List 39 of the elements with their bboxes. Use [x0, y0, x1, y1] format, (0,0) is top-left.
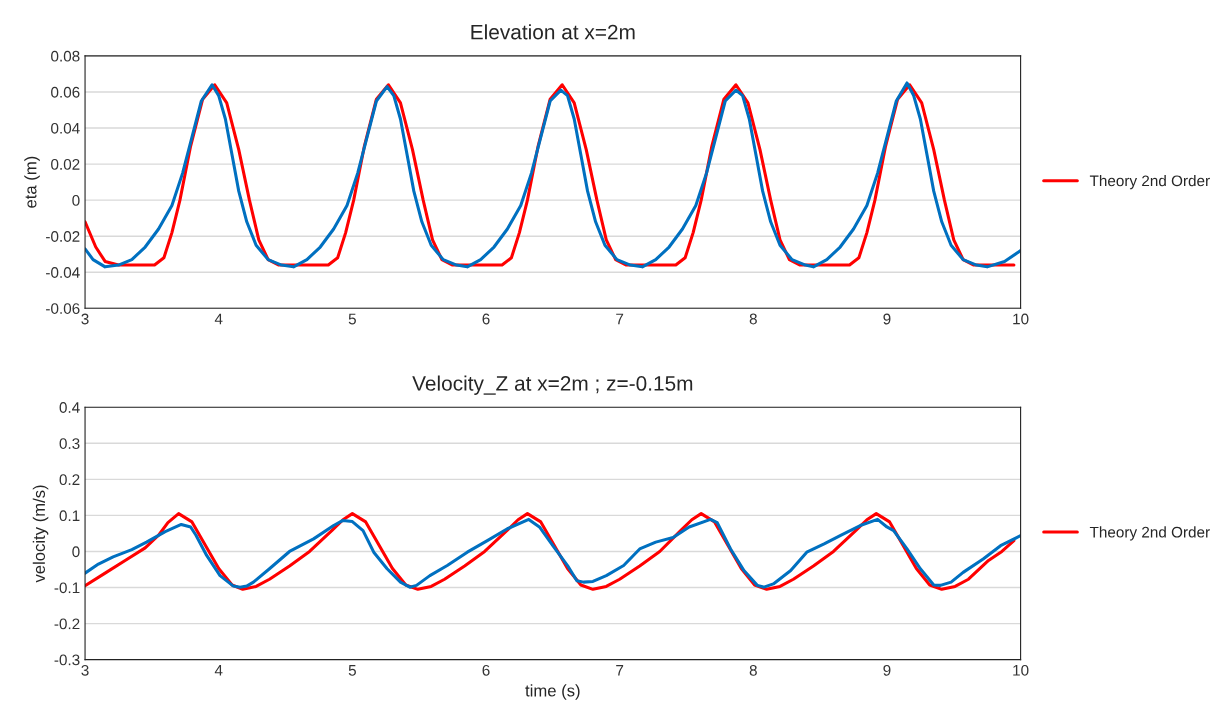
- y-tick-label: -0.2: [54, 618, 80, 630]
- x-tick-label: 9: [883, 664, 891, 676]
- x-tick-label: 4: [214, 665, 223, 676]
- y-tick-label: 0.2: [59, 474, 80, 486]
- y-tick-label: -0.06: [46, 303, 80, 314]
- y-tick-label: 0.08: [51, 50, 80, 62]
- x-tick-label: 9: [883, 313, 891, 325]
- y-tick-label: -0.02: [46, 231, 80, 242]
- x-tick-label: 7: [616, 665, 624, 676]
- y-tick-label: 0.02: [51, 158, 80, 170]
- x-tick-label: 3: [81, 664, 89, 676]
- x-tick-label: 7: [616, 313, 624, 325]
- x-tick-label: 5: [348, 665, 356, 676]
- y-tick-label: -0.1: [54, 582, 80, 594]
- y-tick-label: 0.06: [51, 86, 80, 98]
- legend-label: Theory 2nd Order: [1089, 175, 1210, 190]
- x-tick-label: 10: [1013, 313, 1029, 325]
- x-tick-label: 6: [482, 664, 490, 676]
- y-tick-label: 0.04: [51, 122, 80, 134]
- y-tick-label: 0.4: [59, 402, 80, 413]
- x-tick-label: 10: [1013, 664, 1029, 676]
- x-tick-label: 4: [214, 313, 223, 325]
- y-axis-title: eta (m): [24, 156, 40, 208]
- y-tick-label: 0.3: [59, 438, 80, 449]
- y-tick-label: 0: [72, 195, 80, 206]
- x-tick-label: 3: [81, 313, 89, 325]
- y-tick-label: -0.04: [46, 267, 80, 278]
- y-tick-label: 0: [72, 546, 80, 558]
- chart-title: Velocity_Z at x=2m ; z=-0.15m: [412, 375, 693, 395]
- x-tick-label: 5: [348, 313, 356, 325]
- x-tick-label: 8: [749, 313, 757, 325]
- y-tick-label: 0.1: [59, 510, 80, 522]
- y-tick-label: -0.3: [54, 654, 80, 666]
- legend-label: Theory 2nd Order: [1089, 526, 1210, 541]
- x-tick-label: 8: [749, 664, 757, 676]
- x-axis-title: time (s): [525, 684, 580, 700]
- y-axis-title: velocity (m/s): [32, 485, 49, 583]
- x-tick-label: 6: [482, 313, 490, 325]
- chart-title: Elevation at x=2m: [471, 24, 635, 40]
